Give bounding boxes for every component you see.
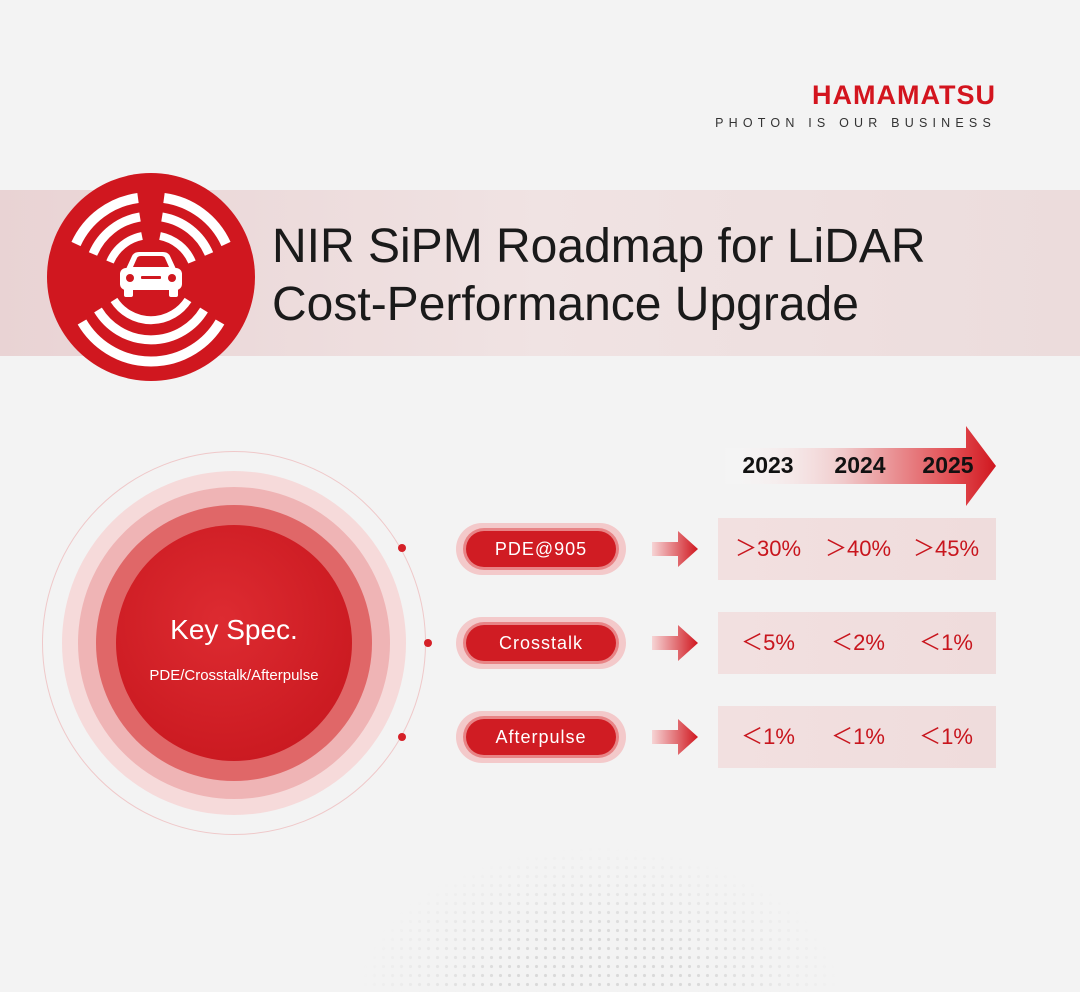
arrow-right-icon: [652, 625, 698, 661]
year-2024: 2024: [834, 452, 886, 478]
connector-dot: [424, 639, 432, 647]
value-afterpulse-2024: ＜1%: [831, 724, 885, 749]
values-band-pde: [718, 518, 996, 580]
spec-label-afterpulse: Afterpulse: [466, 719, 616, 755]
halftone-decoration: [280, 800, 920, 992]
key-spec-subtitle: PDE/Crosstalk/Afterpulse: [149, 667, 319, 684]
key-spec-core: [116, 525, 352, 761]
values-band-afterpulse: [718, 706, 996, 768]
spec-label-crosstalk: Crosstalk: [466, 625, 616, 661]
arrow-right-icon: [652, 719, 698, 755]
title-line-2: Cost-Performance Upgrade: [272, 278, 859, 331]
value-pde-2023: ＞30%: [734, 536, 802, 561]
brand-logo: HAMAMATSU PHOTON IS OUR BUSINESS: [715, 80, 996, 130]
year-2023: 2023: [742, 452, 794, 478]
value-pde-2025: ＞45%: [912, 536, 980, 561]
values-band-crosstalk: [718, 612, 996, 674]
key-spec-title: Key Spec.: [170, 614, 298, 645]
spec-label-pde: PDE@905: [466, 531, 616, 567]
value-crosstalk-2024: ＜2%: [831, 630, 885, 655]
brand-tagline: PHOTON IS OUR BUSINESS: [715, 116, 996, 130]
arrow-right-icon: [652, 531, 698, 567]
timeline-arrow: [720, 426, 996, 511]
brand-name: HAMAMATSU: [812, 80, 996, 110]
value-crosstalk-2025: ＜1%: [919, 630, 973, 655]
value-crosstalk-2023: ＜5%: [741, 630, 795, 655]
value-afterpulse-2023: ＜1%: [741, 724, 795, 749]
title-line-1: NIR SiPM Roadmap for LiDAR: [272, 220, 926, 273]
value-afterpulse-2025: ＜1%: [919, 724, 973, 749]
connector-dot: [398, 733, 406, 741]
connector-dot: [398, 544, 406, 552]
car-radar-icon: [46, 172, 256, 387]
value-pde-2024: ＞40%: [824, 536, 892, 561]
year-2025: 2025: [922, 452, 974, 478]
page-title: NIR SiPM Roadmap for LiDAR Cost-Performa…: [272, 218, 926, 334]
